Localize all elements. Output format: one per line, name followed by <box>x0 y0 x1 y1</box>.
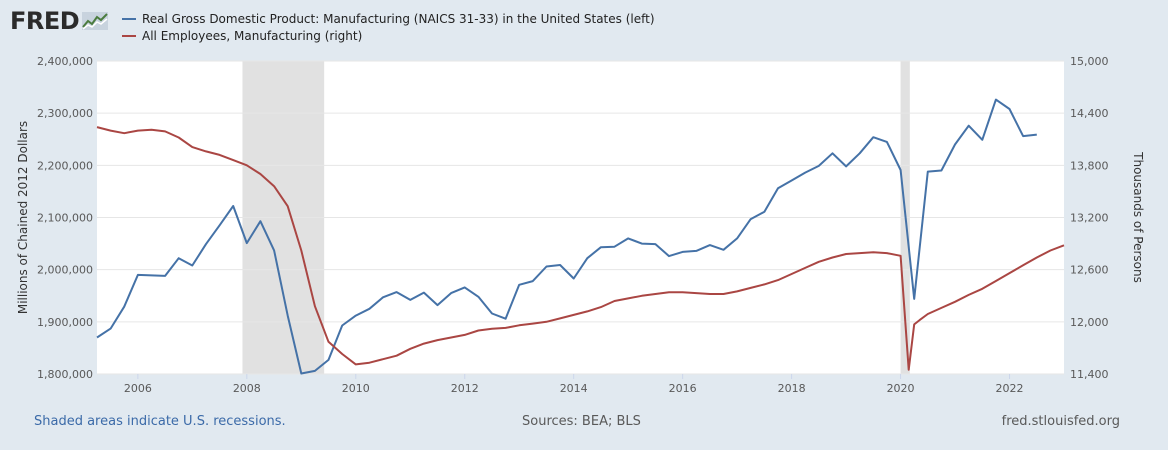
fred-logo-text: FRED <box>10 7 80 35</box>
legend-item-employees[interactable]: All Employees, Manufacturing (right) <box>122 27 655 44</box>
y-right-tick-label: 15,000 <box>1070 55 1109 68</box>
y-left-tick-label: 1,800,000 <box>37 368 93 381</box>
x-tick-label: 2022 <box>996 382 1024 395</box>
y-left-tick-label: 2,400,000 <box>37 55 93 68</box>
x-tick-label: 2006 <box>124 382 152 395</box>
x-tick-label: 2014 <box>560 382 588 395</box>
fred-chart-icon <box>82 12 109 30</box>
x-tick-label: 2018 <box>778 382 806 395</box>
legend-label-gdp: Real Gross Domestic Product: Manufacturi… <box>142 11 655 26</box>
legend-label-employees: All Employees, Manufacturing (right) <box>142 28 363 43</box>
y-right-tick-label: 13,800 <box>1070 159 1109 172</box>
fred-logo[interactable]: FRED <box>10 7 109 35</box>
y-right-tick-label: 12,000 <box>1070 316 1109 329</box>
sources-text: Sources: BEA; BLS <box>522 414 641 429</box>
series-line-employees <box>96 126 1065 371</box>
y-left-tick-label: 2,000,000 <box>37 264 93 277</box>
y-right-tick-label: 11,400 <box>1070 368 1109 381</box>
y-right-tick-label: 14,400 <box>1070 107 1109 120</box>
y-left-tick-label: 2,300,000 <box>37 107 93 120</box>
y-left-tick-label: 2,200,000 <box>37 159 93 172</box>
legend-swatch-employees <box>122 34 136 37</box>
fred-url-link[interactable]: fred.stlouisfed.org <box>1001 414 1120 429</box>
series-line-gdp <box>96 98 1037 375</box>
x-tick-label: 2016 <box>669 382 697 395</box>
chart-legend: Real Gross Domestic Product: Manufacturi… <box>122 10 655 44</box>
y-left-tick-label: 1,900,000 <box>37 316 93 329</box>
y-left-tick-label: 2,100,000 <box>37 212 93 225</box>
x-tick-label: 2020 <box>887 382 915 395</box>
legend-item-gdp[interactable]: Real Gross Domestic Product: Manufacturi… <box>122 10 655 27</box>
recession-note: Shaded areas indicate U.S. recessions. <box>34 414 286 429</box>
y-left-axis-title: Millions of Chained 2012 Dollars <box>16 121 30 314</box>
x-tick-label: 2010 <box>342 382 370 395</box>
x-tick-label: 2012 <box>451 382 479 395</box>
x-tick-label: 2008 <box>233 382 261 395</box>
y-right-tick-label: 12,600 <box>1070 264 1109 277</box>
y-right-tick-label: 13,200 <box>1070 212 1109 225</box>
legend-swatch-gdp <box>122 17 136 20</box>
y-right-axis-title: Thousands of Persons <box>1131 151 1145 283</box>
